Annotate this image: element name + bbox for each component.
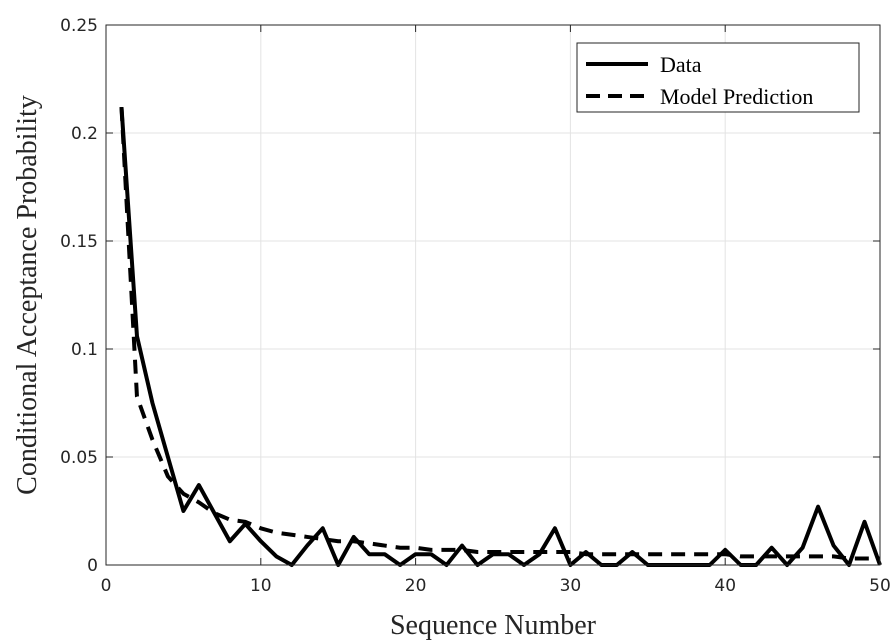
x-tick-label: 0 [101, 576, 112, 596]
x-tick-label: 30 [560, 576, 582, 596]
legend: Data Model Prediction [576, 42, 860, 113]
legend-label-model: Model Prediction [660, 84, 813, 109]
series-line-model-prediction [119, 106, 880, 561]
axes [105, 24, 881, 566]
y-tick-label: 0.05 [60, 448, 98, 468]
x-tick-label: 10 [250, 576, 272, 596]
x-tick-label: 40 [714, 576, 736, 596]
y-tick-label: 0.15 [60, 232, 98, 252]
tick-labels: 0 10 20 30 40 50 0 0.05 0.1 0.15 0.2 0.25 [60, 16, 891, 596]
grid [106, 25, 880, 565]
legend-box [576, 42, 860, 113]
y-tick-label: 0.2 [71, 124, 98, 144]
x-axis-title: Sequence Number [390, 610, 597, 641]
x-tick-label: 50 [869, 576, 891, 596]
axes-box [105, 24, 881, 566]
y-tick-label: 0.25 [60, 16, 98, 36]
legend-label-data: Data [660, 52, 702, 77]
y-tick-label: 0.1 [71, 340, 98, 360]
y-axis-title: Conditional Acceptance Probability [12, 95, 43, 495]
y-tick-label: 0 [87, 556, 98, 576]
plot-background [106, 25, 880, 565]
x-tick-label: 20 [405, 576, 427, 596]
